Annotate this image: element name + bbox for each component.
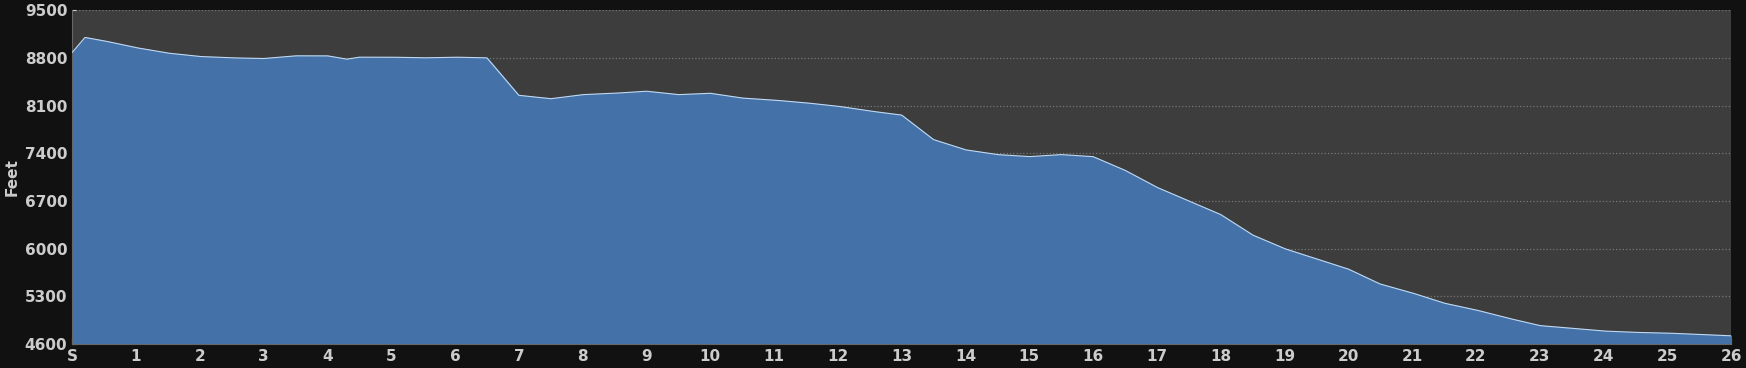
Y-axis label: Feet: Feet — [3, 158, 19, 196]
